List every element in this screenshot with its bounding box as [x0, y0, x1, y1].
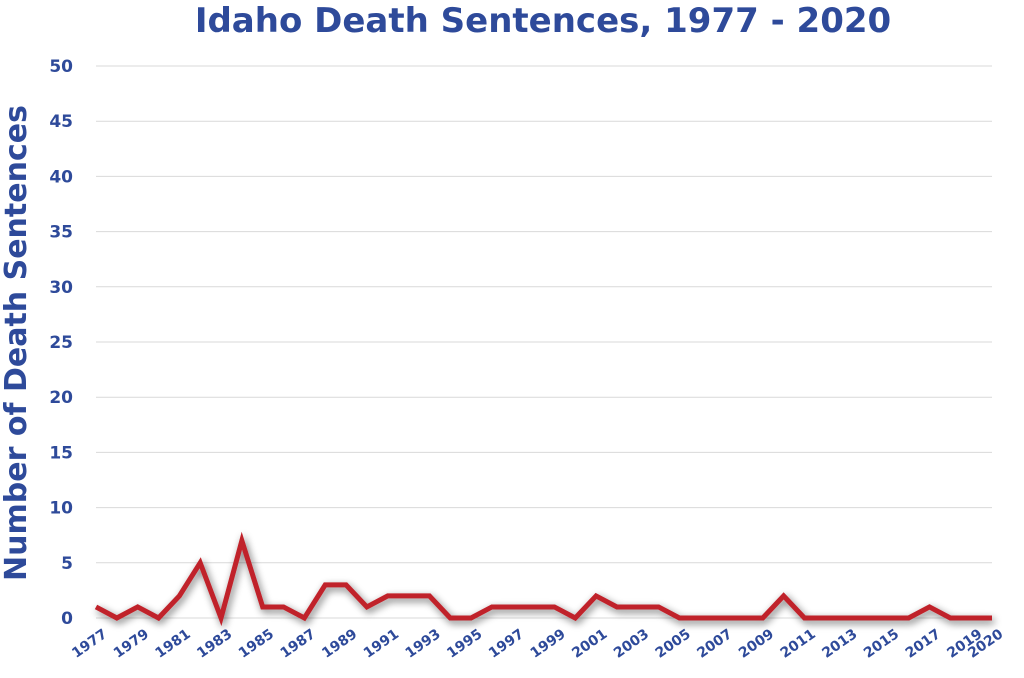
data-point-1988	[323, 582, 328, 587]
data-point-1997	[510, 604, 515, 609]
series-line-0	[94, 531, 992, 627]
data-point-2011	[802, 616, 807, 621]
data-point-1990	[364, 604, 369, 609]
data-point-1998	[531, 604, 536, 609]
y-tick-label: 0	[61, 609, 73, 629]
data-point-2009	[760, 616, 765, 621]
data-point-1993	[427, 593, 432, 598]
chart-title: Idaho Death Sentences, 1977 - 2020	[195, 1, 891, 41]
data-point-2012	[823, 616, 828, 621]
y-tick-label: 35	[49, 223, 73, 243]
series-layer	[94, 531, 995, 627]
y-tick-label: 30	[49, 278, 73, 298]
data-point-1984	[239, 538, 244, 543]
data-point-2018	[948, 616, 953, 621]
y-tick-label: 10	[49, 499, 73, 519]
data-point-1986	[281, 604, 286, 609]
y-tick-labels: 0 5 10 15 20 25 30 35 40 45 50	[49, 57, 73, 629]
data-point-2004	[656, 604, 661, 609]
data-point-1989	[344, 582, 349, 587]
data-point-1991	[385, 593, 390, 598]
x-tick-label: 2007	[694, 626, 735, 661]
data-point-2007	[719, 616, 724, 621]
x-tick-label: 1993	[403, 626, 444, 661]
x-tick-label: 2015	[861, 626, 902, 661]
y-tick-label: 15	[49, 443, 73, 463]
y-tick-label: 20	[49, 388, 73, 408]
x-tick-label: 1979	[111, 626, 152, 661]
x-tick-label: 2003	[611, 626, 652, 661]
x-tick-label: 1997	[486, 626, 527, 661]
data-point-2016	[906, 616, 911, 621]
x-tick-label: 1989	[319, 626, 360, 661]
y-axis-label: Number of Death Sentences	[0, 105, 34, 581]
data-point-2001	[594, 593, 599, 598]
data-point-1977	[94, 604, 99, 609]
data-point-2019	[969, 616, 974, 621]
data-point-2000	[573, 616, 578, 621]
data-point-2020	[990, 616, 995, 621]
data-point-2005	[677, 616, 682, 621]
x-tick-label: 2009	[736, 626, 777, 661]
x-tick-label: 1977	[69, 626, 110, 661]
x-tick-label: 1983	[194, 626, 235, 661]
y-tick-label: 50	[49, 57, 73, 77]
data-point-1979	[135, 604, 140, 609]
data-point-2013	[844, 616, 849, 621]
x-tick-label: 1999	[528, 626, 569, 661]
x-tick-label: 1985	[236, 626, 277, 661]
data-point-1983	[219, 616, 224, 621]
data-point-2006	[698, 616, 703, 621]
y-tick-label: 40	[49, 167, 73, 187]
x-tick-label: 2001	[569, 626, 610, 661]
x-tick-label: 2017	[903, 626, 944, 661]
x-tick-label: 1981	[153, 626, 194, 661]
y-tick-label: 25	[49, 333, 73, 353]
data-point-1987	[302, 616, 307, 621]
data-point-2010	[781, 593, 786, 598]
x-tick-label: 2013	[819, 626, 860, 661]
data-point-2003	[635, 604, 640, 609]
data-point-1982	[198, 560, 203, 565]
x-tick-label: 2011	[778, 626, 819, 661]
data-point-2017	[927, 604, 932, 609]
x-tick-labels: 1977 1979 1981 1983 1985 1987 1989 1991 1993 1995…	[69, 626, 1006, 662]
x-tick-label: 1991	[361, 626, 402, 661]
data-point-1985	[260, 604, 265, 609]
data-point-2002	[614, 604, 619, 609]
x-tick-label: 1987	[278, 626, 319, 661]
data-point-2014	[864, 616, 869, 621]
y-tick-label: 5	[61, 554, 73, 574]
data-point-1995	[469, 616, 474, 621]
data-point-1994	[448, 616, 453, 621]
data-point-1996	[489, 604, 494, 609]
gridlines	[96, 65, 992, 619]
data-point-1981	[177, 593, 182, 598]
data-point-1999	[552, 604, 557, 609]
data-point-1978	[114, 616, 119, 621]
data-point-2015	[885, 616, 890, 621]
y-tick-label: 45	[49, 112, 73, 132]
data-point-1980	[156, 616, 161, 621]
x-tick-label: 2005	[653, 626, 694, 661]
x-tick-label: 1995	[444, 626, 485, 661]
data-point-1992	[406, 593, 411, 598]
data-point-2008	[739, 616, 744, 621]
